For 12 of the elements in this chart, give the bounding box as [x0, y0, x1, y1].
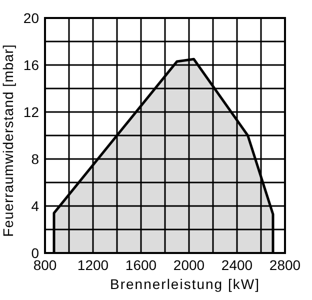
- x-tick-label: 2000: [173, 257, 205, 273]
- x-tick-label: 1600: [125, 257, 157, 273]
- y-tick-label: 4: [31, 198, 40, 214]
- y-tick-label: 16: [23, 57, 40, 73]
- y-tick-label: 12: [23, 104, 40, 120]
- y-tick-label: 20: [23, 10, 40, 26]
- y-tick-label: 8: [31, 151, 40, 167]
- x-axis-title: Brennerleistung [kW]: [110, 276, 260, 292]
- x-tick-label: 2800: [269, 257, 301, 273]
- y-axis-title: Feuerraumwiderstand [mbar]: [0, 44, 16, 237]
- x-tick-label: 1200: [77, 257, 109, 273]
- x-tick-label: 2400: [221, 257, 253, 273]
